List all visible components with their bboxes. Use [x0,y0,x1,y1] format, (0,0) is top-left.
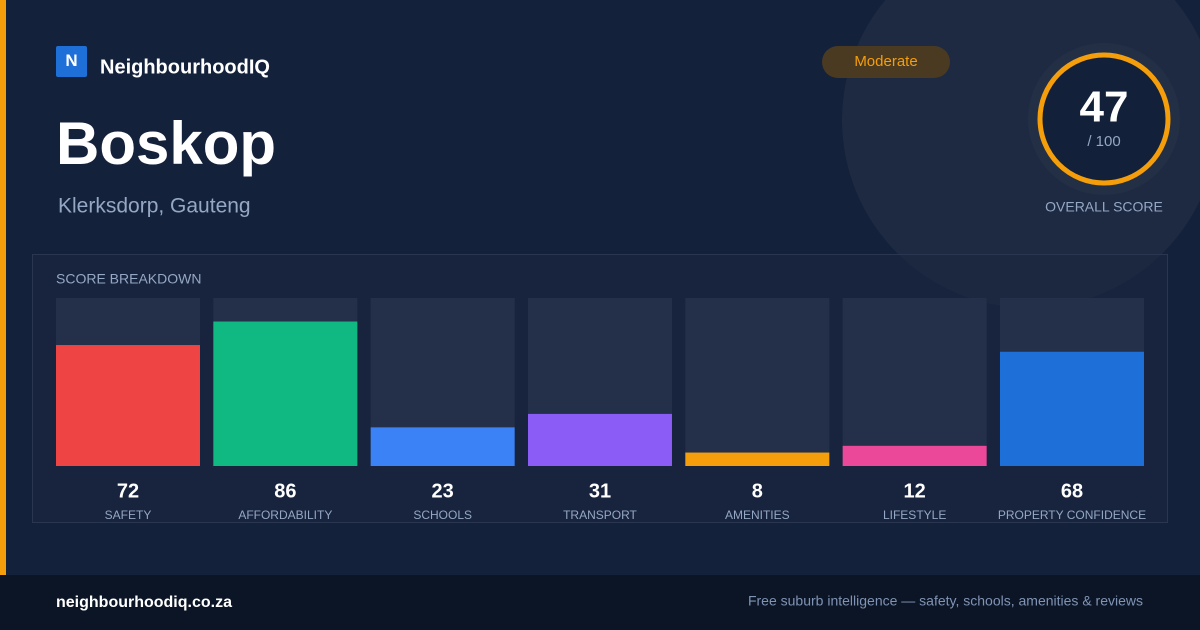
category-label: SCHOOLS [413,508,472,522]
bar-track [685,298,830,466]
bar [213,321,358,466]
suburb-name: Boskop [56,110,276,177]
value-label: 86 [274,480,296,502]
value-label: 23 [432,480,454,502]
category-label: SAFETY [105,508,152,522]
overall-label: OVERALL SCORE [1045,199,1163,215]
value-label: 8 [752,480,763,502]
bar [999,351,1144,466]
bar [527,413,672,466]
category-label: TRANSPORT [563,508,637,522]
accent-stripe [0,0,6,575]
bar [685,452,830,466]
bar [842,445,987,466]
bar-track [842,298,987,466]
bar [370,427,515,466]
logo-letter: N [65,51,77,70]
category-label: PROPERTY CONFIDENCE [998,508,1146,522]
category-label: AFFORDABILITY [238,508,332,522]
category-label: AMENITIES [725,508,790,522]
value-label: 31 [589,480,611,502]
overall-max: / 100 [1087,133,1120,150]
overall-score: 47 [1080,83,1129,132]
value-label: 12 [904,480,926,502]
bar [56,345,200,466]
value-label: 72 [117,480,139,502]
brand-name: NeighbourhoodIQ [100,56,270,78]
suburb-location: Klerksdorp, Gauteng [58,195,251,218]
footer-site: neighbourhoodiq.co.za [56,594,232,611]
bar-chart: 72 SAFETY 86 AFFORDABILITY 23 SCHOOLS 31 TRANSP… [56,298,1146,522]
badge-text: Moderate [854,53,917,70]
footer-bar [0,575,1200,630]
badge-pill [822,46,950,78]
logo-box [56,46,87,77]
category-label: LIFESTYLE [883,508,946,522]
footer-tagline: Free suburb intelligence — safety, schoo… [748,593,1143,609]
breakdown-title: SCORE BREAKDOWN [56,271,201,287]
value-label: 68 [1061,480,1083,502]
score-ring [1037,52,1171,186]
